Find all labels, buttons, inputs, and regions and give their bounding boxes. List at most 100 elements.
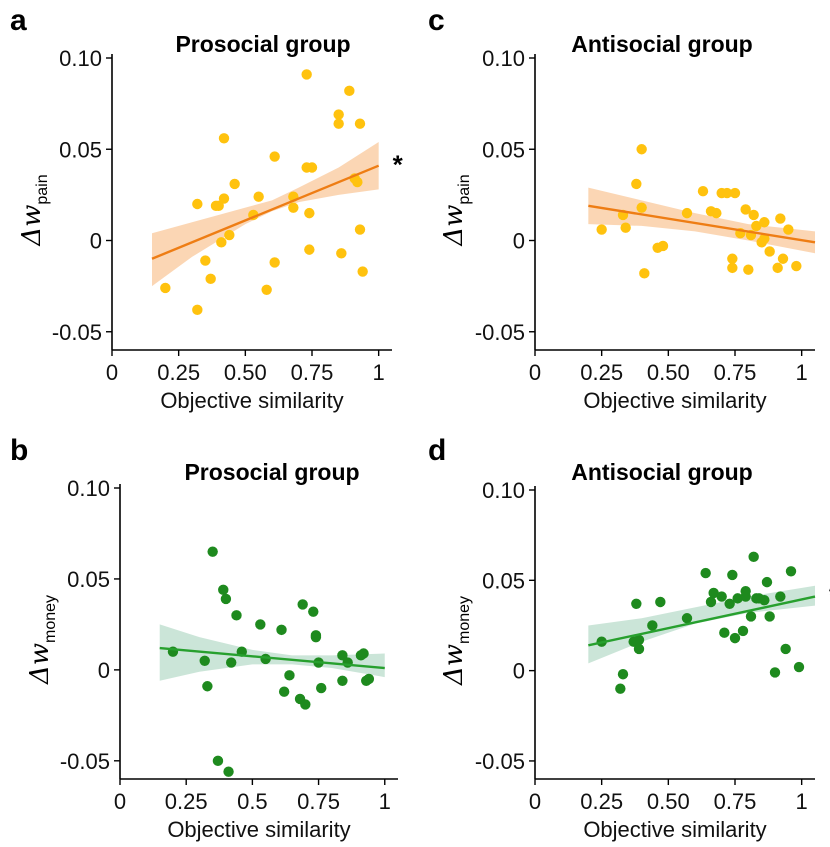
data-point <box>748 209 759 221</box>
data-point <box>352 176 363 188</box>
scatter-points <box>167 546 375 777</box>
data-point <box>783 224 794 235</box>
y-tick-label: 0.10 <box>67 476 110 501</box>
data-point <box>737 625 749 637</box>
data-point <box>620 222 631 233</box>
data-point <box>261 284 272 295</box>
data-point <box>636 144 647 155</box>
data-point <box>192 304 203 316</box>
x-axis-title: Objective similarity <box>160 388 343 413</box>
y-tick-label: -0.05 <box>52 320 102 345</box>
data-point <box>333 109 344 120</box>
data-point <box>615 683 626 694</box>
data-point <box>336 248 347 259</box>
data-point <box>655 596 666 608</box>
data-point <box>337 675 348 686</box>
y-axis-title: Δwmoney <box>25 595 59 685</box>
data-point <box>764 611 775 622</box>
data-point <box>284 670 295 681</box>
data-point <box>304 244 315 255</box>
data-point <box>229 178 240 190</box>
data-point <box>316 682 327 694</box>
x-tick-label: 1 <box>379 789 391 814</box>
data-point <box>269 257 280 268</box>
data-point <box>780 643 791 655</box>
scatter-points <box>596 551 805 694</box>
panel-letter: a <box>10 4 27 37</box>
data-point <box>308 606 319 617</box>
data-point <box>354 224 366 235</box>
y-tick-label: 0.05 <box>67 567 110 592</box>
x-tick-label: 0.75 <box>291 360 334 385</box>
regression-line <box>151 164 380 260</box>
y-tick-label: 0.10 <box>59 46 102 71</box>
panel-letter: c <box>428 4 445 37</box>
panel-title: Antisocial group <box>571 31 752 57</box>
confidence-band <box>152 141 379 287</box>
x-axis-title: Objective similarity <box>583 817 766 842</box>
data-point <box>721 187 733 199</box>
y-tick-label: 0.05 <box>482 137 525 162</box>
data-point <box>218 584 229 596</box>
y-axis-subscript: money <box>456 596 473 644</box>
data-point <box>160 282 171 294</box>
data-point <box>231 610 242 621</box>
data-point <box>764 246 775 257</box>
data-point <box>727 262 738 274</box>
x-tick-label: 0.75 <box>714 360 757 385</box>
data-point <box>748 551 759 563</box>
data-point <box>223 766 234 777</box>
data-point <box>226 657 237 668</box>
x-tick-label: 0.75 <box>297 789 340 814</box>
data-point <box>213 200 224 212</box>
data-point <box>269 151 280 162</box>
data-point <box>633 634 645 646</box>
y-tick-label: -0.05 <box>475 749 525 774</box>
data-point <box>727 569 738 581</box>
data-point <box>705 596 717 608</box>
x-tick-label: 0.50 <box>647 789 690 814</box>
data-point <box>711 207 722 219</box>
data-point <box>333 118 344 129</box>
data-point <box>777 253 789 264</box>
data-point <box>793 661 805 673</box>
panel-title: Prosocial group <box>184 459 359 485</box>
data-point <box>681 613 693 624</box>
y-axis-symbol: Δw <box>25 643 55 685</box>
y-axis-symbol: Δw <box>17 205 47 247</box>
x-tick-label: 0.75 <box>714 789 757 814</box>
data-point <box>202 681 213 692</box>
x-tick-label: 0 <box>529 789 541 814</box>
data-point <box>220 593 232 605</box>
data-point <box>306 162 318 173</box>
data-point <box>297 599 308 610</box>
data-point <box>751 220 762 232</box>
data-point <box>759 233 770 244</box>
x-axis-title: Objective similarity <box>167 817 350 842</box>
y-axis-title: Δwpain <box>439 174 473 246</box>
data-point <box>631 178 642 190</box>
data-point <box>719 627 730 638</box>
y-axis-symbol: Δw <box>439 205 469 247</box>
data-point <box>596 224 607 235</box>
y-tick-label: -0.05 <box>475 320 525 345</box>
data-point <box>740 585 751 597</box>
x-tick-label: 0 <box>114 789 126 814</box>
data-point <box>304 207 315 219</box>
y-axis-title: Δwmoney <box>439 596 473 686</box>
y-axis-title: Δwpain <box>17 174 51 246</box>
regression-line <box>588 204 816 244</box>
data-point <box>729 187 741 199</box>
data-point <box>791 260 802 272</box>
y-tick-label: 0.10 <box>482 46 525 71</box>
data-point <box>727 253 738 264</box>
data-point <box>253 191 264 202</box>
data-point <box>740 204 751 215</box>
data-point <box>207 546 218 557</box>
panel-title: Prosocial group <box>175 31 350 57</box>
data-point <box>732 593 743 604</box>
data-point <box>681 207 693 219</box>
